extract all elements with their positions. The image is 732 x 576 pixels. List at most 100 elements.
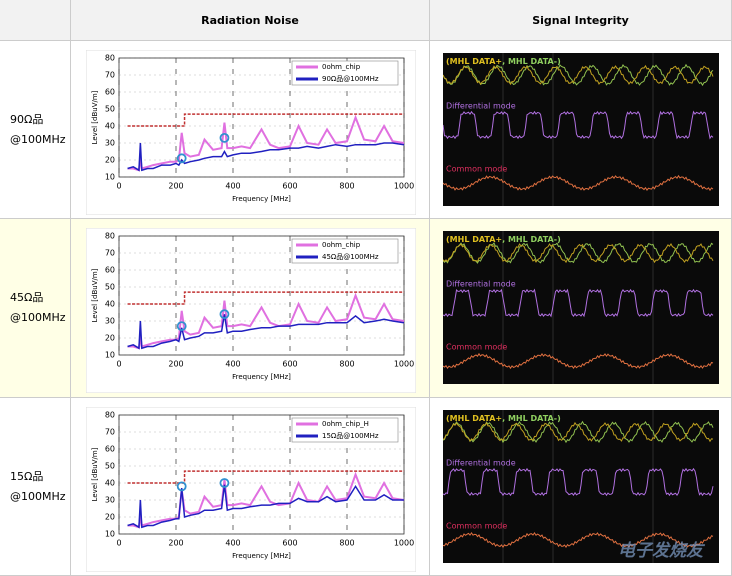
x-tick-label: 800 (339, 360, 354, 369)
row-label: 45Ω品 (10, 291, 44, 304)
x-axis-label: Frequency [MHz] (232, 552, 291, 560)
row-label-cell: 45Ω品 @100MHz (0, 219, 71, 398)
y-tick-label: 30 (105, 139, 115, 148)
marker (176, 481, 187, 492)
scope-title: (MHL DATA+, MHL DATA-) (446, 57, 561, 66)
x-tick-label: 0 (116, 539, 121, 548)
header-text: Signal Integrity (532, 13, 629, 27)
header-text: Radiation Noise (201, 13, 299, 27)
y-tick-label: 40 (105, 300, 115, 309)
y-tick-label: 50 (105, 283, 115, 292)
x-tick-label: 400 (225, 182, 240, 191)
waveform (443, 243, 714, 264)
header-cell: Radiation Noise (71, 0, 430, 41)
header-cell (0, 0, 71, 41)
scope-image: (MHL DATA+, MHL DATA-) Differential mode C… (443, 410, 719, 563)
legend-label: 0ohm_chip (322, 63, 361, 71)
scope-label: Differential mode (446, 102, 516, 111)
legend-box (291, 417, 399, 443)
plot-frame (118, 414, 405, 535)
waveform (443, 352, 714, 370)
waveform (443, 242, 714, 264)
legend-label: 0ohm_chip (322, 241, 361, 249)
scope-label: Common mode (446, 165, 507, 174)
y-tick-label: 40 (105, 122, 115, 131)
series-line (127, 142, 405, 172)
scope-title-pos: (MHL DATA+ (446, 235, 502, 244)
series-line (127, 470, 404, 484)
row-label: @100MHz (10, 132, 66, 146)
series-line (127, 292, 405, 350)
y-tick-label: 20 (105, 334, 115, 343)
scope-background (443, 53, 719, 206)
plot-frame (118, 235, 405, 356)
waveform (443, 420, 714, 444)
x-tick-label: 600 (282, 539, 297, 548)
x-tick-label: 800 (339, 539, 354, 548)
y-tick-label: 50 (105, 105, 115, 114)
scope-image: (MHL DATA+, MHL DATA-) Differential mode C… (443, 231, 719, 384)
y-tick-label: 60 (105, 88, 115, 97)
marker (176, 321, 187, 331)
scope-image: (MHL DATA+, MHL DATA-) Differential mode C… (443, 53, 719, 206)
waveform (443, 174, 714, 192)
scope-title: (MHL DATA+, MHL DATA-) (446, 414, 561, 423)
marker (219, 309, 230, 320)
scope-title: (MHL DATA+, MHL DATA-) (446, 235, 561, 244)
row-label-cell: 15Ω品 @100MHz (0, 398, 71, 576)
row-label: 90Ω品 (10, 112, 44, 126)
x-tick-label: 1000 (394, 539, 414, 548)
scope-label: Common mode (446, 343, 507, 352)
y-tick-label: 80 (105, 411, 115, 420)
legend-box (291, 238, 399, 264)
x-tick-label: 400 (225, 360, 240, 369)
x-tick-label: 400 (225, 539, 240, 548)
scope-background (443, 231, 719, 384)
x-tick-label: 1000 (394, 360, 414, 369)
series-line (127, 484, 404, 529)
waveform (443, 63, 714, 87)
x-axis-label: Frequency [MHz] (232, 195, 291, 203)
y-axis-label: Level [dBuV/m] (91, 268, 99, 322)
waveform (443, 532, 714, 549)
series-line (127, 291, 404, 305)
row-label: 15Ω品 (10, 469, 44, 483)
watermark: 电子发烧友 (618, 541, 703, 561)
y-axis-label: Level [dBuV/m] (91, 90, 99, 144)
waveform (443, 288, 714, 318)
x-tick-label: 0 (116, 182, 121, 191)
series-line (127, 314, 405, 350)
x-tick-label: 200 (168, 539, 183, 548)
x-tick-label: 1000 (394, 182, 414, 191)
waveform (443, 110, 714, 140)
scope-title-pos: (MHL DATA+ (446, 414, 502, 423)
row-label: @100MHz (10, 489, 66, 503)
x-tick-label: 800 (339, 182, 354, 191)
scope-title-neg: , MHL DATA-) (502, 235, 561, 244)
x-axis-label: Frequency [MHz] (232, 373, 291, 381)
waveform (443, 467, 714, 497)
x-tick-label: 0 (116, 360, 121, 369)
scope-label: Differential mode (446, 280, 516, 289)
y-tick-label: 80 (105, 54, 115, 63)
legend-box (291, 60, 399, 86)
legend-label: 0ohm_chip_H (322, 420, 369, 428)
y-tick-label: 30 (105, 496, 115, 505)
x-tick-label: 600 (282, 360, 297, 369)
scope-title-neg: , MHL DATA-) (502, 414, 561, 423)
scope-label: Common mode (446, 522, 507, 531)
y-tick-label: 20 (105, 513, 115, 522)
scope-title-neg: , MHL DATA-) (502, 57, 561, 66)
x-tick-label: 200 (168, 360, 183, 369)
y-tick-label: 10 (105, 530, 115, 539)
marker (219, 478, 230, 488)
waveform (443, 64, 714, 86)
waveform (443, 421, 714, 443)
plot-frame (118, 57, 405, 178)
y-tick-label: 70 (105, 71, 115, 80)
series-line (127, 113, 404, 127)
y-tick-label: 70 (105, 428, 115, 437)
